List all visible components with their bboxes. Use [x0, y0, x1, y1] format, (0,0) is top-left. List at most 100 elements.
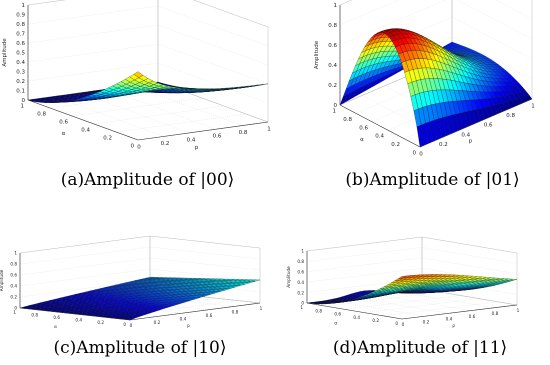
z-tick-label: 0.2	[328, 83, 337, 89]
p-tick-label: 0.8	[506, 113, 515, 119]
z-axis-label: Amplitude	[0, 269, 4, 291]
grid-line	[19, 257, 151, 276]
alpha-tick-label: 0.6	[359, 125, 368, 131]
panel-d: 0 0.2 0.4 0.6 0.8 1 0 0.2 0.4 0.6 0.8 1 0 0.2 0.4 0.6 0.…	[286, 225, 550, 365]
p-tick-label: 0.6	[213, 134, 222, 140]
p-tick-label: 0.2	[423, 319, 430, 324]
grid-line	[157, 62, 269, 104]
grid-line	[71, 97, 203, 117]
grid-line	[53, 96, 165, 137]
z-tick-label: 0.8	[16, 22, 25, 28]
grid-line	[306, 247, 423, 262]
alpha-tick-label: 0.8	[31, 313, 38, 318]
z-tick-label: 0.2	[10, 295, 17, 300]
z-tick-label: 0.1	[16, 89, 25, 95]
alpha-axis-label: α	[62, 131, 66, 137]
grid-line	[457, 0, 533, 40]
back-wall-a	[157, 0, 269, 123]
p-axis-label: p	[452, 323, 455, 328]
alpha-tick-label: 0.4	[75, 317, 82, 322]
p-tick-label: 0.8	[492, 311, 499, 316]
p-axis	[129, 302, 261, 321]
z-tick-label: 0.2	[16, 79, 25, 85]
p-tick-label: 0.8	[232, 310, 239, 315]
panel-a: 0 0.2 0.4 0.6 0.8 1 0 0.2 0.4 0.6 0.8 1 0 0.1 0.2 0.3 0.…	[0, 0, 290, 195]
surface-patch	[133, 71, 144, 78]
caption-b: (b)Amplitude of |01⟩	[345, 170, 520, 190]
p-tick-label: 0.4	[446, 317, 453, 322]
alpha-tick-label: 0.6	[59, 120, 68, 126]
alpha-tick-label: 0.4	[375, 134, 384, 140]
ticks: 00.20.40.60.8100.20.40.60.8100.10.20.30.…	[2, 3, 271, 151]
grid-line	[115, 113, 247, 133]
alpha-tick-label: 0.4	[81, 128, 90, 134]
z-tick-label: 0	[301, 301, 304, 306]
p-tick-label: 0.4	[187, 137, 196, 143]
surface	[306, 274, 518, 305]
grid-line	[19, 246, 151, 265]
grid-line	[149, 257, 261, 271]
z-tick-label: 0.6	[297, 269, 304, 274]
surface-plot-a: 00.20.40.60.8100.20.40.60.8100.10.20.30.…	[2, 0, 271, 151]
p-tick-label: 1	[260, 306, 263, 311]
grid-line	[105, 89, 217, 130]
alpha-tick-label: 0	[123, 322, 126, 327]
alpha-tick-label: 0.8	[315, 308, 322, 313]
alpha-tick-label: 1	[333, 109, 337, 115]
surface	[339, 28, 533, 148]
grid-line	[93, 105, 225, 125]
alpha-tick-label: 0.8	[37, 112, 46, 118]
p-axis	[419, 98, 533, 148]
z-tick-label: 0.9	[16, 13, 25, 19]
grid-line	[421, 257, 518, 274]
z-tick-label: 1	[22, 3, 26, 9]
z-tick-label: 1	[301, 249, 304, 254]
alpha-tick-label: 0	[395, 321, 398, 326]
alpha-tick-label: 1	[13, 310, 16, 315]
grid-line	[306, 257, 423, 272]
surface	[27, 71, 269, 103]
z-tick-label: 0.8	[10, 262, 17, 267]
p-axis-label: p	[187, 323, 190, 328]
p-tick-label: 0.2	[439, 142, 448, 148]
z-tick-label: 0	[14, 306, 17, 311]
p-tick-label: 0	[402, 322, 405, 327]
alpha-axis	[339, 104, 421, 148]
ticks: 00.20.40.60.8100.20.40.60.8100.20.40.60.…	[0, 251, 263, 329]
panel-c: 0 0.2 0.4 0.6 0.8 1 0 0.2 0.4 0.6 0.8 1 0 0.2 0.4 0.6 0.…	[0, 225, 290, 365]
grid-line	[157, 24, 269, 66]
z-axis-label: Amplitude	[2, 38, 8, 67]
grid-line	[149, 246, 261, 260]
alpha-tick-label: 0.2	[372, 318, 379, 323]
z-tick-label: 0.4	[328, 63, 337, 69]
z-axis-label: Amplitude	[314, 40, 320, 69]
caption-c: (c)Amplitude of |10⟩	[53, 338, 227, 358]
grid-line	[339, 0, 446, 46]
z-tick-label: 0.7	[16, 32, 25, 38]
caption-d: (d)Amplitude of |11⟩	[332, 338, 508, 358]
grid-line	[27, 24, 159, 44]
alpha-axis	[19, 307, 131, 321]
grid-line	[339, 0, 399, 26]
alpha-tick-label: 0.4	[353, 315, 360, 320]
z-tick-label: 0.5	[16, 51, 25, 57]
p-tick-label: 0.6	[484, 123, 493, 129]
p-axis	[401, 304, 518, 320]
p-tick-label: 0	[419, 152, 423, 158]
ticks: 00.20.40.60.8100.20.40.60.8100.20.40.60.…	[314, 3, 535, 157]
grid-line	[131, 85, 243, 126]
grid-line	[398, 291, 495, 308]
alpha-tick-label: 1	[21, 104, 25, 110]
p-axis	[137, 121, 269, 141]
panel-b: 0 0.2 0.4 0.6 0.8 1 0 0.2 0.4 0.6 0.8 1 0 0.2 0.4 0.6 0.…	[314, 0, 550, 195]
alpha-tick-label: 0	[413, 151, 417, 157]
grid-line	[375, 294, 472, 311]
grid-line	[329, 300, 426, 317]
z-tick-label: 0.2	[297, 290, 304, 295]
p-tick-label: 0.4	[461, 132, 470, 138]
grid-line	[344, 295, 461, 310]
z-tick-label: 0.4	[16, 60, 25, 66]
p-tick-label: 0.2	[154, 320, 161, 325]
grid-line	[27, 5, 159, 25]
alpha-axis-label: α	[334, 321, 337, 326]
